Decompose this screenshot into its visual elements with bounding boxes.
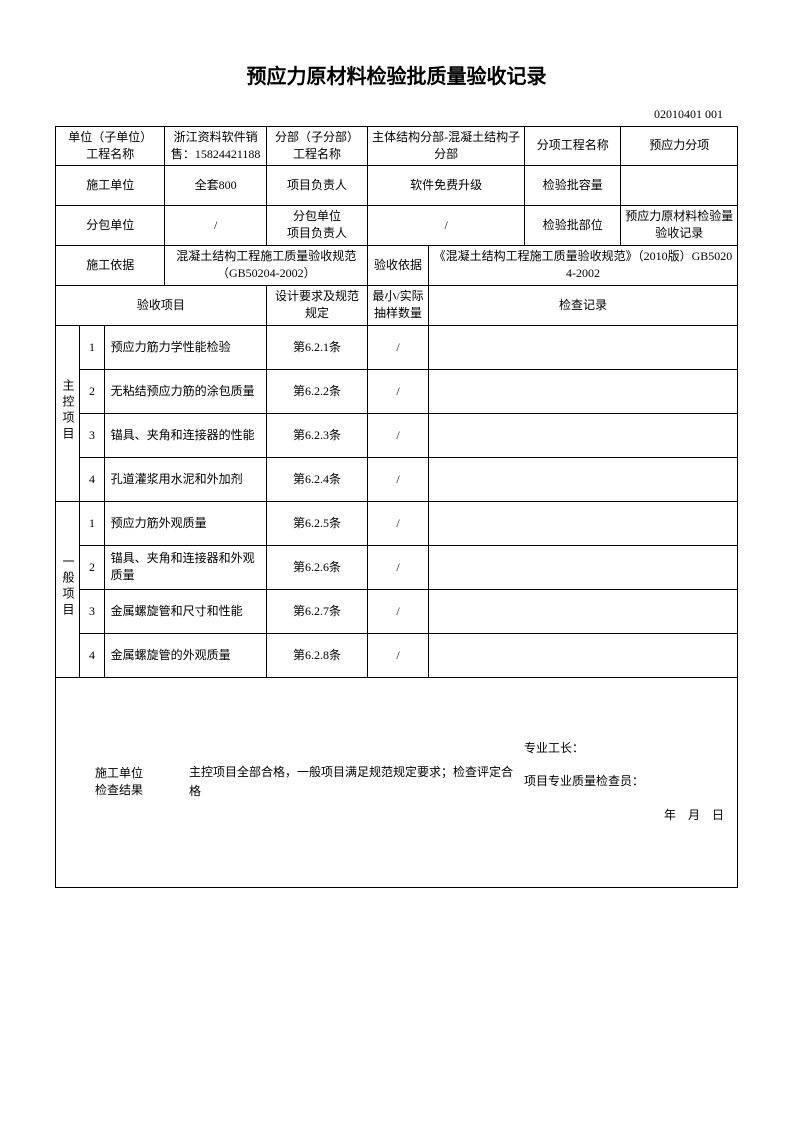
item-name: 无粘结预应力筋的涂包质量 [104,369,266,413]
item-no: 1 [80,501,104,545]
item-no: 2 [80,545,104,589]
item-name: 锚具、夹角和连接器的性能 [104,413,266,457]
item-spec: 第6.2.2条 [266,369,367,413]
item-no: 3 [80,413,104,457]
item-record [428,457,737,501]
item-spec: 第6.2.7条 [266,589,367,633]
value-division-project: 主体结构分部-混凝土结构子分部 [368,127,525,166]
item-qty: / [368,369,429,413]
col-sample-qty: 最小/实际抽样数量 [368,285,429,325]
value-batch-capacity [621,165,738,205]
item-record [428,369,737,413]
item-spec: 第6.2.4条 [266,457,367,501]
value-subcontract-leader: / [368,205,525,245]
footer-sig-inspector: 项目专业质量检查员： [524,765,724,799]
label-subitem-project: 分项工程名称 [525,127,621,166]
item-record [428,413,737,457]
item-no: 4 [80,633,104,677]
label-unit-project: 单位（子单位）工程名称 [56,127,165,166]
group-general: 一般项目 [56,501,80,677]
item-name: 金属螺旋管的外观质量 [104,633,266,677]
item-record [428,501,737,545]
item-qty: / [368,545,429,589]
value-batch-part: 预应力原材料检验量验收记录 [621,205,738,245]
item-no: 2 [80,369,104,413]
item-spec: 第6.2.6条 [266,545,367,589]
item-record [428,545,737,589]
value-acceptance-basis: 《混凝土结构工程施工质量验收规范》（2010版）GB50204-2002 [428,245,737,285]
footer-label: 施工单位检查结果 [59,765,179,799]
item-record [428,589,737,633]
document-code: 02010401 001 [55,107,738,122]
footer-conclusion: 主控项目全部合格，一般项目满足规范规定要求；检查评定合格 [179,763,524,801]
label-subcontract-unit: 分包单位 [56,205,165,245]
value-construction-basis: 混凝土结构工程施工质量验收规范（GB50204-2002） [165,245,368,285]
item-name: 孔道灌浆用水泥和外加剂 [104,457,266,501]
page-title: 预应力原材料检验批质量验收记录 [55,60,738,89]
item-qty: / [368,457,429,501]
label-construction-basis: 施工依据 [56,245,165,285]
item-qty: / [368,589,429,633]
label-subcontract-leader: 分包单位项目负责人 [266,205,367,245]
item-no: 3 [80,589,104,633]
footer-sig-foreman: 专业工长： [524,732,724,766]
footer-section: 施工单位检查结果 主控项目全部合格，一般项目满足规范规定要求；检查评定合格 专业… [56,677,738,887]
label-batch-capacity: 检验批容量 [525,165,621,205]
item-no: 4 [80,457,104,501]
value-subcontract-unit: / [165,205,266,245]
label-construction-unit: 施工单位 [56,165,165,205]
value-construction-unit: 全套800 [165,165,266,205]
col-check-record: 检查记录 [428,285,737,325]
item-name: 预应力筋外观质量 [104,501,266,545]
item-qty: / [368,633,429,677]
item-no: 1 [80,325,104,369]
item-record [428,633,737,677]
item-qty: / [368,325,429,369]
value-subitem-project: 预应力分项 [621,127,738,166]
label-batch-part: 检验批部位 [525,205,621,245]
item-qty: / [368,501,429,545]
label-acceptance-basis: 验收依据 [368,245,429,285]
item-spec: 第6.2.8条 [266,633,367,677]
item-spec: 第6.2.3条 [266,413,367,457]
item-name: 金属螺旋管和尺寸和性能 [104,589,266,633]
form-table: 单位（子单位）工程名称 浙江资料软件销售：15824421188 分部（子分部）… [55,126,738,888]
value-project-leader: 软件免费升级 [368,165,525,205]
item-qty: / [368,413,429,457]
item-record [428,325,737,369]
footer-date: 年 月 日 [524,799,724,833]
item-name: 预应力筋力学性能检验 [104,325,266,369]
value-unit-project: 浙江资料软件销售：15824421188 [165,127,266,166]
label-division-project: 分部（子分部）工程名称 [266,127,367,166]
item-spec: 第6.2.5条 [266,501,367,545]
label-project-leader: 项目负责人 [266,165,367,205]
item-spec: 第6.2.1条 [266,325,367,369]
col-inspection-item: 验收项目 [56,285,267,325]
group-main-control: 主控项目 [56,325,80,501]
col-design-spec: 设计要求及规范规定 [266,285,367,325]
item-name: 锚具、夹角和连接器和外观质量 [104,545,266,589]
